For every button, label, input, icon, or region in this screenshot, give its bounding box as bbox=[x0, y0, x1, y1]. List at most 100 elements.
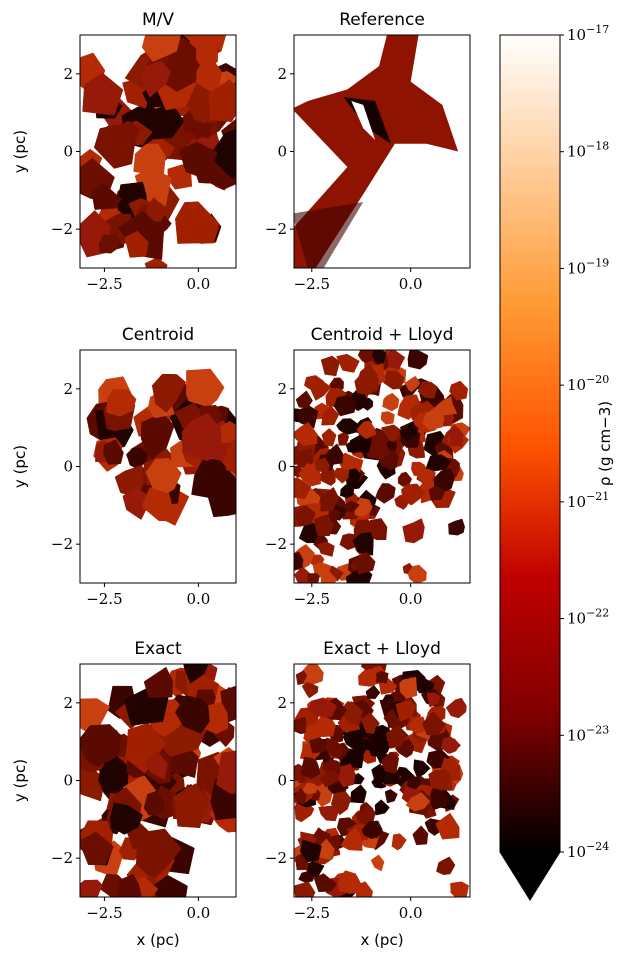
colorbar-tick-label: 10−19 bbox=[567, 256, 609, 277]
x-tick-label: −2.5 bbox=[294, 275, 330, 293]
x-tick-label: −2.5 bbox=[294, 904, 330, 922]
cell bbox=[412, 825, 429, 846]
cell bbox=[374, 799, 390, 816]
cell bbox=[394, 738, 415, 758]
cell bbox=[405, 792, 431, 812]
image-layer bbox=[294, 35, 459, 268]
cell bbox=[371, 763, 386, 783]
y-tick-label: 2 bbox=[63, 65, 73, 83]
cell bbox=[145, 458, 182, 494]
cell bbox=[196, 58, 222, 93]
cell bbox=[426, 692, 441, 708]
cell bbox=[223, 446, 236, 474]
panel-title: Centroid + Lloyd bbox=[311, 325, 454, 345]
cell bbox=[411, 461, 426, 476]
cell bbox=[449, 380, 469, 401]
image-layer bbox=[86, 368, 236, 526]
cell bbox=[294, 881, 316, 897]
cell bbox=[294, 551, 304, 571]
cell bbox=[336, 353, 360, 373]
cell bbox=[407, 775, 422, 790]
colorbar bbox=[500, 35, 560, 852]
cell bbox=[381, 751, 400, 774]
cell bbox=[401, 483, 426, 506]
y-tick-label: −2 bbox=[265, 849, 287, 867]
cell bbox=[428, 485, 446, 501]
cell bbox=[295, 405, 319, 429]
cell bbox=[93, 124, 136, 169]
cell bbox=[365, 684, 381, 699]
y-tick-label: 0 bbox=[63, 458, 73, 476]
colorbar-tick-label: 10−23 bbox=[567, 723, 609, 744]
cell bbox=[354, 497, 373, 517]
colorbar-label: ρ (g cm−3) bbox=[596, 401, 614, 486]
cell bbox=[106, 388, 137, 417]
cell bbox=[140, 60, 171, 98]
cell bbox=[183, 664, 209, 684]
cell bbox=[126, 447, 148, 470]
cell bbox=[146, 197, 168, 222]
cell bbox=[441, 736, 462, 754]
cell bbox=[351, 551, 376, 575]
y-tick-label: −2 bbox=[51, 535, 73, 553]
cell bbox=[294, 201, 364, 268]
cell bbox=[328, 509, 342, 523]
cell bbox=[422, 711, 446, 736]
cell bbox=[382, 392, 400, 412]
cell bbox=[338, 763, 356, 788]
cell bbox=[333, 394, 357, 417]
cell bbox=[82, 72, 124, 116]
cell bbox=[80, 879, 103, 897]
cell bbox=[354, 371, 380, 395]
cell bbox=[133, 143, 166, 175]
cell bbox=[294, 787, 307, 805]
cell bbox=[313, 873, 338, 893]
cell bbox=[325, 737, 345, 758]
cell bbox=[361, 820, 383, 839]
colorbar-tick-label: 10−21 bbox=[567, 490, 609, 511]
cell bbox=[358, 668, 377, 687]
cell bbox=[404, 375, 421, 393]
cell bbox=[143, 790, 165, 816]
cell bbox=[299, 839, 322, 863]
cell bbox=[294, 566, 312, 583]
image-layer bbox=[294, 664, 469, 897]
cell bbox=[387, 350, 406, 370]
cell bbox=[399, 422, 419, 442]
cell bbox=[307, 573, 320, 583]
cell bbox=[173, 783, 208, 829]
x-tick-label: 0.0 bbox=[186, 904, 210, 922]
colorbar-tick-label: 10−18 bbox=[567, 140, 609, 161]
x-tick-label: 0.0 bbox=[186, 275, 210, 293]
cell bbox=[448, 518, 465, 536]
y-axis-label: y (pc) bbox=[11, 130, 29, 173]
cell bbox=[143, 750, 168, 780]
cell bbox=[395, 700, 417, 722]
cell bbox=[294, 716, 307, 735]
cell bbox=[312, 562, 332, 578]
cell bbox=[384, 789, 398, 804]
cell bbox=[103, 439, 124, 465]
y-axis-label: y (pc) bbox=[11, 759, 29, 802]
cell bbox=[124, 230, 149, 258]
cell bbox=[321, 428, 337, 447]
cell bbox=[407, 564, 427, 583]
cell bbox=[178, 141, 218, 181]
cell bbox=[295, 390, 313, 409]
cell bbox=[295, 504, 316, 526]
cell bbox=[450, 881, 469, 897]
cell bbox=[417, 381, 438, 399]
cell bbox=[343, 500, 360, 513]
cell bbox=[340, 701, 364, 725]
y-tick-label: 0 bbox=[277, 143, 287, 161]
panel-title: Exact bbox=[134, 639, 182, 659]
cell bbox=[141, 35, 181, 62]
cell bbox=[336, 418, 358, 435]
panel-title: Centroid bbox=[122, 325, 194, 345]
cell bbox=[294, 477, 312, 499]
cell bbox=[208, 79, 236, 123]
y-tick-label: 0 bbox=[63, 143, 73, 161]
cell bbox=[351, 101, 376, 140]
cell bbox=[317, 541, 335, 557]
cell bbox=[340, 827, 363, 851]
